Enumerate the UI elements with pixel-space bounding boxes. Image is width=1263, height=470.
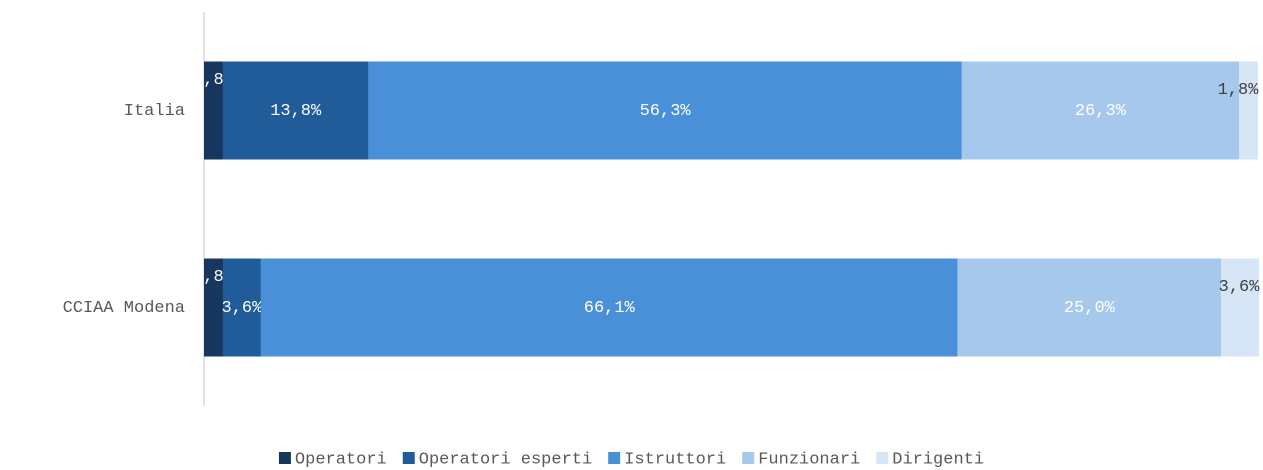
legend-label: Operatori esperti xyxy=(419,450,592,469)
bar-segment xyxy=(368,61,962,160)
data-label: 26,3% xyxy=(1075,102,1127,121)
legend-label: Istruttori xyxy=(624,450,726,469)
y-tick-label: CCIAA Modena xyxy=(63,299,185,318)
legend-swatch xyxy=(402,452,415,464)
legend-label: Operatori xyxy=(295,450,387,469)
legend-swatch xyxy=(278,452,291,464)
data-label: 3,6% xyxy=(1219,278,1261,297)
bar-segment xyxy=(222,258,261,357)
legend-swatch xyxy=(876,452,889,464)
data-label: 66,1% xyxy=(584,299,636,318)
bar-segment xyxy=(204,61,223,160)
bar-segment xyxy=(1221,258,1260,357)
legend-label: Funzionari xyxy=(758,450,860,469)
legend-swatch xyxy=(608,452,621,464)
bar-segment xyxy=(961,61,1240,160)
legend-swatch xyxy=(742,452,755,464)
bar-segment xyxy=(260,258,958,357)
data-label: 3,6% xyxy=(222,299,264,318)
data-label: 13,8% xyxy=(270,102,322,121)
bar-segment xyxy=(1239,61,1258,160)
data-label: 1,8% xyxy=(1218,81,1260,100)
data-label: 25,0% xyxy=(1064,299,1116,318)
bar-segment xyxy=(957,258,1222,357)
legend-label: Dirigenti xyxy=(892,450,984,469)
data-label: 56,3% xyxy=(640,102,692,121)
y-tick-label: Italia xyxy=(124,102,185,121)
bar-segment xyxy=(204,258,223,357)
bar-segment xyxy=(222,61,369,160)
